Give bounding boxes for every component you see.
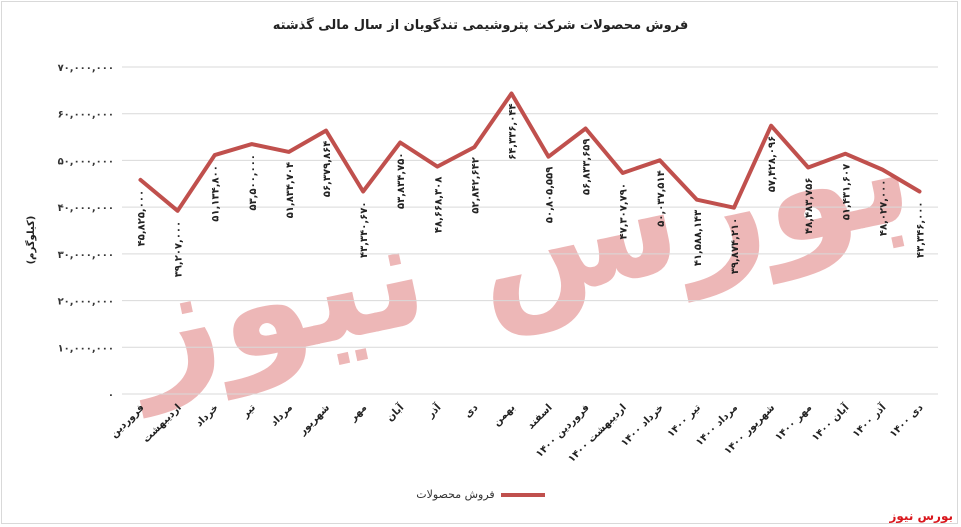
series-lines [138,91,922,213]
data-label: ۵۲,۸۴۲,۶۴۲ [470,157,481,213]
data-labels: ۴۵,۸۲۵,۰۰۰ ۳۹,۲۰۷,۰۰۰ ۵۱,۱۳۴,۸۰۰ ۵۳,۵۰۰,۰۰۰… [137,103,927,277]
x-tick-label: بهمن [491,402,517,428]
data-label: ۵۶,۸۳۳,۶۵۹ [582,139,593,195]
data-label: ۴۷,۳۰۷,۷۹۰ [619,183,630,239]
y-tick-label: ۴۰,۰۰۰,۰۰۰ [58,203,114,214]
x-tick-label: خرداد [194,402,221,429]
data-label: ۳۹,۲۰۷,۰۰۰ [174,221,185,277]
data-label: ۵۰,۰۳۷,۵۱۴ [656,170,667,226]
x-tick-label: تیر ۱۴۰۰ [666,402,704,440]
data-label: ۴۸,۰۲۷,۰۰۰ [878,180,889,236]
data-label: ۴۱,۵۸۸,۱۴۳ [693,210,704,266]
x-tick-label: مرداد [269,402,295,428]
data-label: ۵۱,۱۳۴,۸۰۰ [211,165,222,221]
y-axis-ticks: ۰ ۱۰,۰۰۰,۰۰۰ ۲۰,۰۰۰,۰۰۰ ۳۰,۰۰۰,۰۰۰ ۴۰,۰۰۰,۰۰… [58,63,114,401]
x-tick-label: مهر [347,402,369,424]
data-label: ۴۳,۳۴۰,۶۷۰ [359,202,370,258]
data-label: ۴۸,۴۸۳,۷۵۶ [804,178,815,234]
legend-label: فروش محصولات [416,488,495,501]
data-label: ۴۵,۸۲۵,۰۰۰ [137,190,148,246]
series-line [138,91,922,213]
x-tick-label: اسفند [525,402,554,431]
data-label: ۶۴,۳۳۶,۰۴۴ [507,103,518,159]
x-tick-label: شهریور [296,402,332,438]
x-tick-label: مهر ۱۴۰۰ [773,402,814,443]
x-tick-label: فروردین [109,402,147,440]
x-tick-label: آبان ۱۴۰۰ [809,401,852,444]
y-tick-label: ۲۰,۰۰۰,۰۰۰ [58,297,114,308]
data-label: ۵۳,۵۰۰,۰۰۰ [248,154,259,210]
data-label: ۴۳,۳۴۶,۰۰۰ [915,202,926,258]
y-tick-label: ۰ [108,390,114,401]
x-tick-label: تیر [240,402,259,421]
data-label: ۵۱,۴۳۱,۶۰۷ [841,164,852,220]
x-tick-label: آذر [423,401,443,421]
y-tick-label: ۷۰,۰۰۰,۰۰۰ [58,63,114,74]
y-tick-label: ۵۰,۰۰۰,۰۰۰ [58,156,114,167]
y-tick-label: ۳۰,۰۰۰,۰۰۰ [58,250,114,261]
y-axis-label: (کیلوگرم) [24,216,37,265]
chart-title: فروش محصولات شرکت پتروشیمی تندگویان از س… [272,18,689,33]
legend: فروش محصولات [0,488,961,501]
data-label: ۵۰,۸۰۵,۵۵۹ [545,167,556,223]
brand-logo: بورس نیوز [889,509,953,523]
x-tick-label: آذر ۱۴۰۰ [849,401,888,440]
data-label: ۵۱,۸۳۴,۷۰۴ [285,162,296,218]
x-tick-label: آبان [383,401,406,424]
legend-swatch [500,493,545,497]
data-label: ۴۸,۶۶۸,۳۰۸ [433,177,444,233]
y-tick-label: ۱۰,۰۰۰,۰۰۰ [58,343,114,354]
data-label: ۵۷,۴۲۸,۰۹۶ [767,136,778,192]
y-tick-label: ۶۰,۰۰۰,۰۰۰ [58,110,114,121]
data-label: ۳۹,۸۷۴,۲۱۰ [730,218,741,274]
data-label: ۵۶,۳۷۹,۸۶۴ [322,141,333,197]
grid-lines [122,66,938,395]
x-tick-label: دی ۱۴۰۰ [888,402,926,440]
data-label: ۵۳,۸۳۴,۷۵۰ [396,153,407,209]
x-tick-label: دی [463,402,481,420]
